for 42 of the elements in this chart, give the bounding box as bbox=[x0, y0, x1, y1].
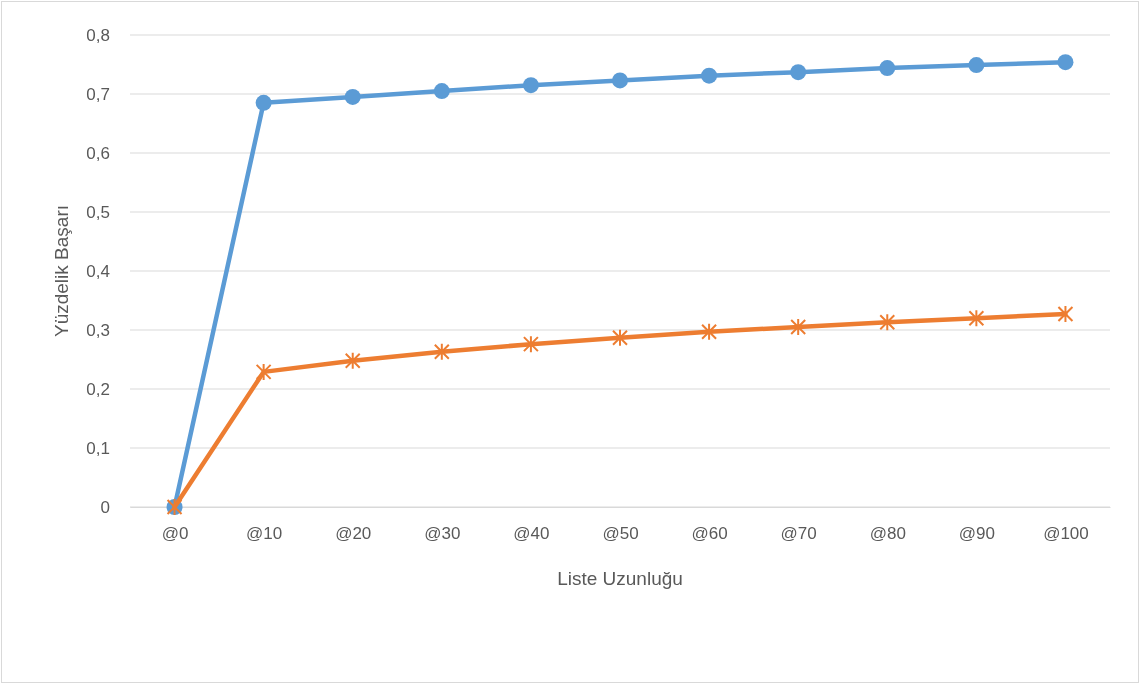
x-tick-label: @100 bbox=[1043, 524, 1089, 544]
x-tick-label: @40 bbox=[513, 524, 550, 544]
x-tick-label: @10 bbox=[246, 524, 283, 544]
x-tick-label: @50 bbox=[602, 524, 639, 544]
x-tick-label: @70 bbox=[780, 524, 817, 544]
x-axis-title: Liste Uzunluğu bbox=[557, 568, 683, 589]
y-tick-label: 0,3 bbox=[86, 320, 110, 340]
point bbox=[255, 362, 272, 381]
x-tick-label: @0 bbox=[161, 524, 189, 544]
point bbox=[879, 60, 896, 77]
x-tick-label: @30 bbox=[424, 524, 461, 544]
x-tick-label: @20 bbox=[335, 524, 372, 544]
point bbox=[344, 88, 361, 105]
point bbox=[522, 77, 539, 94]
y-tick-label: 0 bbox=[100, 497, 110, 517]
y-tick-label: 0,8 bbox=[86, 25, 110, 45]
y-tick-label: 0,2 bbox=[86, 379, 110, 399]
y-axis-title: Yüzdelik Başarı bbox=[51, 204, 72, 338]
y-tick-label: 0,1 bbox=[86, 438, 110, 458]
point bbox=[612, 72, 628, 89]
point bbox=[790, 64, 807, 81]
point bbox=[701, 322, 718, 341]
point bbox=[1057, 54, 1074, 71]
y-tick-label: 0,6 bbox=[86, 143, 110, 163]
y-tick-label: 0,7 bbox=[86, 84, 110, 104]
point bbox=[344, 351, 361, 370]
point bbox=[879, 313, 896, 332]
y-tick-label: 0,5 bbox=[86, 202, 110, 222]
point bbox=[1057, 305, 1074, 324]
x-tick-label: @80 bbox=[869, 524, 906, 544]
point bbox=[522, 335, 539, 354]
x-tick-label: @60 bbox=[691, 524, 728, 544]
y-tick-label: 0,4 bbox=[86, 261, 110, 281]
point bbox=[790, 318, 807, 337]
point bbox=[255, 94, 272, 111]
point bbox=[968, 309, 985, 328]
point bbox=[433, 342, 450, 361]
point bbox=[612, 328, 628, 347]
point bbox=[701, 67, 718, 84]
point bbox=[968, 57, 985, 74]
x-tick-label: @90 bbox=[958, 524, 995, 544]
point bbox=[433, 83, 450, 100]
